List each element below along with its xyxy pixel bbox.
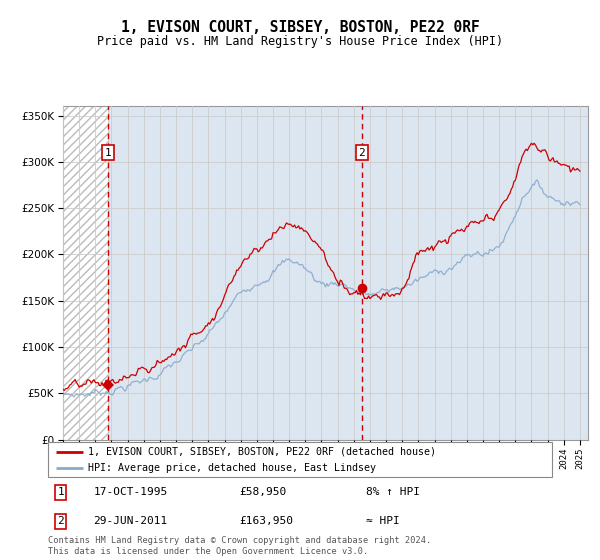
- Text: £163,950: £163,950: [239, 516, 293, 526]
- Bar: [63, 106, 108, 440]
- Text: Price paid vs. HM Land Registry's House Price Index (HPI): Price paid vs. HM Land Registry's House …: [97, 35, 503, 48]
- Text: ≈ HPI: ≈ HPI: [365, 516, 399, 526]
- FancyBboxPatch shape: [48, 442, 552, 477]
- Text: HPI: Average price, detached house, East Lindsey: HPI: Average price, detached house, East…: [88, 464, 376, 473]
- Text: 29-JUN-2011: 29-JUN-2011: [94, 516, 167, 526]
- Text: 8% ↑ HPI: 8% ↑ HPI: [365, 487, 419, 497]
- Text: 2: 2: [358, 148, 365, 158]
- Text: 1: 1: [57, 487, 64, 497]
- Text: 1, EVISON COURT, SIBSEY, BOSTON, PE22 0RF: 1, EVISON COURT, SIBSEY, BOSTON, PE22 0R…: [121, 20, 479, 35]
- Text: Contains HM Land Registry data © Crown copyright and database right 2024.
This d: Contains HM Land Registry data © Crown c…: [48, 536, 431, 556]
- Text: £58,950: £58,950: [239, 487, 287, 497]
- Text: 17-OCT-1995: 17-OCT-1995: [94, 487, 167, 497]
- Text: 1: 1: [104, 148, 112, 158]
- Text: 2: 2: [57, 516, 64, 526]
- Text: 1, EVISON COURT, SIBSEY, BOSTON, PE22 0RF (detached house): 1, EVISON COURT, SIBSEY, BOSTON, PE22 0R…: [88, 447, 436, 457]
